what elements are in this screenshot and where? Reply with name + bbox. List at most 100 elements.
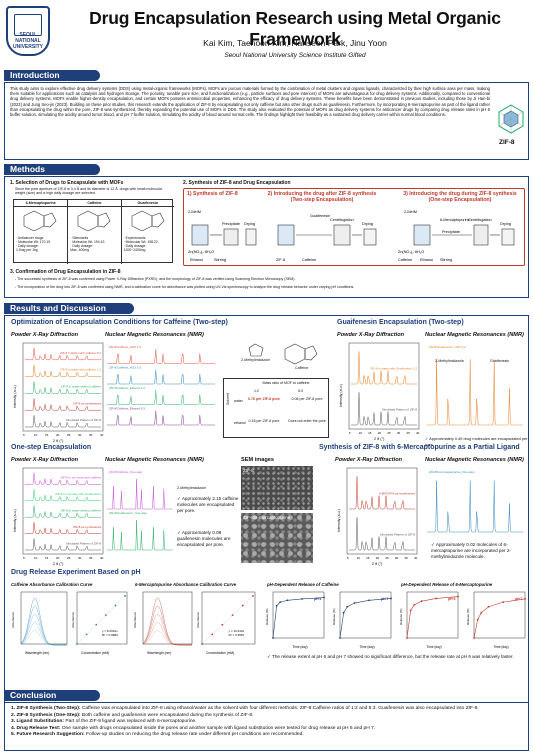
one-note-1: ✓ Approximately 2.15 caffeine molecules … bbox=[177, 496, 239, 513]
intro-box: This study aims to explore effective dru… bbox=[4, 82, 529, 160]
intro-text: This study aims to explore effective dru… bbox=[10, 86, 490, 118]
svg-text:pH 7: pH 7 bbox=[515, 597, 522, 601]
svg-text:ZIF-8 in water with Guaifenesi: ZIF-8 in water with Guaifenesin 1:2 bbox=[370, 367, 417, 371]
methods-s2-title: 2. Synthesis of ZIF-8 and Drug Encapsula… bbox=[183, 180, 291, 186]
svg-text:20: 20 bbox=[378, 431, 382, 435]
drug-note: · Daily dosage: bbox=[70, 244, 93, 249]
svg-text:6-MP/ZIF-8 as synthesized: 6-MP/ZIF-8 as synthesized bbox=[379, 492, 415, 496]
sem-label-1: ZIF-8 bbox=[243, 468, 254, 473]
conclusion-heading: Conclusion bbox=[4, 690, 100, 701]
svg-text:2-MeIM: 2-MeIM bbox=[404, 210, 417, 214]
sem-image-zif8: ZIF-8 bbox=[241, 466, 313, 510]
opt-title: Optimization of Encapsulation Conditions… bbox=[11, 319, 228, 326]
drug-structure-icon bbox=[23, 211, 57, 232]
mp-release-chart: pH 6 Time (day) Release (%) pH 7 Time (day) R… bbox=[399, 591, 526, 649]
methods-box: 1. Selection of Drugs to Encapsulate wit… bbox=[4, 176, 529, 298]
svg-text:5: 5 bbox=[347, 556, 349, 560]
drug-note: · Molecular Wt: 198.22 bbox=[123, 240, 158, 245]
svg-text:Simulated Pattern of ZIF-8: Simulated Pattern of ZIF-8 bbox=[66, 541, 102, 545]
svg-text:40: 40 bbox=[100, 433, 104, 437]
affiliation: Seoul National University Science Instit… bbox=[224, 52, 366, 59]
drug-column: Guaifenesin · Expectorants · Molecular Wt:… bbox=[120, 200, 174, 264]
methods-s3-bullet-1: - The successful synthesis of ZIF-8 was … bbox=[15, 277, 296, 281]
svg-text:Release (%): Release (%) bbox=[399, 608, 403, 625]
svg-text:Precipitate: Precipitate bbox=[222, 222, 240, 226]
svg-text:15: 15 bbox=[368, 431, 372, 435]
drug-note: Max. 400mg bbox=[70, 248, 89, 253]
step-1-title: 1) Synthesis of ZIF-8 bbox=[187, 191, 238, 197]
svg-text:15: 15 bbox=[45, 433, 49, 437]
conclusion-item: 2. ZIF-8 Synthesis (One-Step): Both caff… bbox=[11, 712, 254, 718]
svg-text:y = 10.919x: y = 10.919x bbox=[229, 629, 245, 633]
svg-text:Stirring: Stirring bbox=[440, 258, 452, 262]
svg-text:30: 30 bbox=[395, 556, 399, 560]
drug-column: Caffeine · Stimulants · Molecular Wt: 194.… bbox=[67, 200, 121, 264]
svg-text:20: 20 bbox=[376, 556, 380, 560]
svg-text:ZIF-8 in EtOH with caffeine 5:: ZIF-8 in EtOH with caffeine 5:1 bbox=[60, 351, 101, 355]
svg-text:2 θ (°): 2 θ (°) bbox=[53, 562, 64, 566]
svg-text:35: 35 bbox=[404, 556, 408, 560]
one-mim-label: 2-Methylimidazole bbox=[177, 486, 206, 490]
svg-text:5: 5 bbox=[23, 556, 25, 560]
svg-text:40: 40 bbox=[414, 556, 418, 560]
one-note-2: ✓ Approximately 0.08 guaifenesin molecul… bbox=[177, 530, 231, 547]
svg-text:Zn(NO₃)₂·6H₂O: Zn(NO₃)₂·6H₂O bbox=[398, 250, 424, 254]
drug-structure-icon bbox=[131, 211, 164, 232]
mp-title: Synthesis of ZIF-8 with 6-Mercaptopurine… bbox=[319, 444, 520, 451]
sem-heading: SEM images bbox=[241, 457, 274, 463]
guai-mim-label: 2-Methylimidazole bbox=[435, 359, 464, 363]
drug-note: 1200~2400mg bbox=[123, 248, 146, 253]
svg-text:Time (day): Time (day) bbox=[293, 645, 308, 649]
onestep-title: One-step Encapsulation bbox=[11, 444, 92, 451]
poster-header: SEOUL NATIONAL UNIVERSITY Drug Encapsula… bbox=[0, 0, 533, 68]
sem-image-mp: ZIF-8/6-mercaptopurine bbox=[241, 513, 313, 563]
mp-nmr-plot: ZIF-8/6-mercaptopurine_One-step bbox=[427, 470, 523, 533]
methods-s3-title: 3. Confirmation of Drug Encapsulation in… bbox=[10, 269, 121, 275]
svg-text:30: 30 bbox=[78, 433, 82, 437]
svg-text:Drying: Drying bbox=[500, 222, 511, 226]
zif8-label: ZIF-8 bbox=[499, 139, 515, 146]
svg-text:Precipitate: Precipitate bbox=[442, 230, 460, 234]
svg-text:35: 35 bbox=[89, 433, 93, 437]
guai-pxrd-heading: Powder X-Ray Diffraction bbox=[337, 332, 405, 338]
conclusion-item: 4. Drug Release Test: One sample with dr… bbox=[11, 725, 376, 731]
ratio-table: Mass ratio of MOF to caffeine 1:2 5:3 So… bbox=[223, 378, 329, 438]
svg-text:R² = 0.9951: R² = 0.9951 bbox=[229, 633, 245, 637]
step-3-title: 3) Introducing the drug during ZIF-8 syn… bbox=[403, 191, 517, 203]
caff-pxrd-plot: Intensity (a.u.) 2 θ (°) ZIF-8 in EtOH wit… bbox=[13, 342, 104, 443]
svg-text:Release (%): Release (%) bbox=[466, 608, 470, 625]
svg-text:pH 6: pH 6 bbox=[448, 597, 455, 601]
one-pxrd-heading: Powder X-Ray Diffraction bbox=[11, 457, 79, 463]
svg-text:2 θ (°): 2 θ (°) bbox=[374, 437, 385, 441]
svg-text:40: 40 bbox=[100, 556, 104, 560]
guai-nmr-plot: ZIF-8/Guaifenesin_H2O 1:2 bbox=[427, 345, 523, 426]
methods-heading: Methods bbox=[4, 164, 100, 175]
caffeine-release-chart: pH 6 Time (day) Release (%) pH 7 Time (day) R… bbox=[265, 591, 392, 649]
svg-text:Simulated Pattern of ZIF-8: Simulated Pattern of ZIF-8 bbox=[382, 408, 418, 412]
svg-text:Absorbance: Absorbance bbox=[71, 612, 75, 628]
one-nmr-plot: ZIF-8/Caffeine_One-step ZIF-8/Guaifenesin… bbox=[107, 470, 173, 551]
mp-nmr-heading: Nuclear Magnetic Resonances (NMR) bbox=[425, 457, 524, 463]
svg-text:Caffeine: Caffeine bbox=[398, 258, 412, 262]
svg-text:10: 10 bbox=[34, 556, 38, 560]
svg-text:Concentration (mM): Concentration (mM) bbox=[206, 651, 234, 655]
conclusion-item: 1. ZIF-8 Synthesis (Two-Step): Caffeine … bbox=[11, 706, 479, 711]
svg-text:ZIF-8 as synthesized: ZIF-8 as synthesized bbox=[73, 525, 101, 529]
svg-text:Drying: Drying bbox=[362, 222, 373, 226]
caffeine-label-1: Caffeine bbox=[295, 366, 309, 370]
svg-text:ZIF-8 in water with caffeine 1: ZIF-8 in water with caffeine 1:2 bbox=[60, 368, 101, 372]
svg-text:ZIF-8 in water without caffein: ZIF-8 in water without caffeine bbox=[61, 385, 101, 389]
svg-text:Zn(NO₃)₂·6H₂O: Zn(NO₃)₂·6H₂O bbox=[188, 250, 214, 254]
svg-text:Absorbance: Absorbance bbox=[196, 612, 200, 628]
poster-title: Drug Encapsulation Research using Metal … bbox=[89, 8, 501, 49]
svg-text:10: 10 bbox=[359, 431, 363, 435]
svg-text:20: 20 bbox=[56, 556, 60, 560]
svg-text:ZIF-8/Caffeine_Ethanol 1:2: ZIF-8/Caffeine_Ethanol 1:2 bbox=[109, 386, 145, 390]
svg-text:y = 8.2619x: y = 8.2619x bbox=[102, 629, 118, 633]
guai-molecule-label: Guaifenesin bbox=[490, 359, 510, 363]
svg-text:25: 25 bbox=[387, 431, 391, 435]
ratio-cell-2-1: 0.18 per ZIF-8 pore bbox=[248, 419, 280, 423]
drug-note: · Molecular Wt: 170.19 bbox=[16, 240, 51, 245]
